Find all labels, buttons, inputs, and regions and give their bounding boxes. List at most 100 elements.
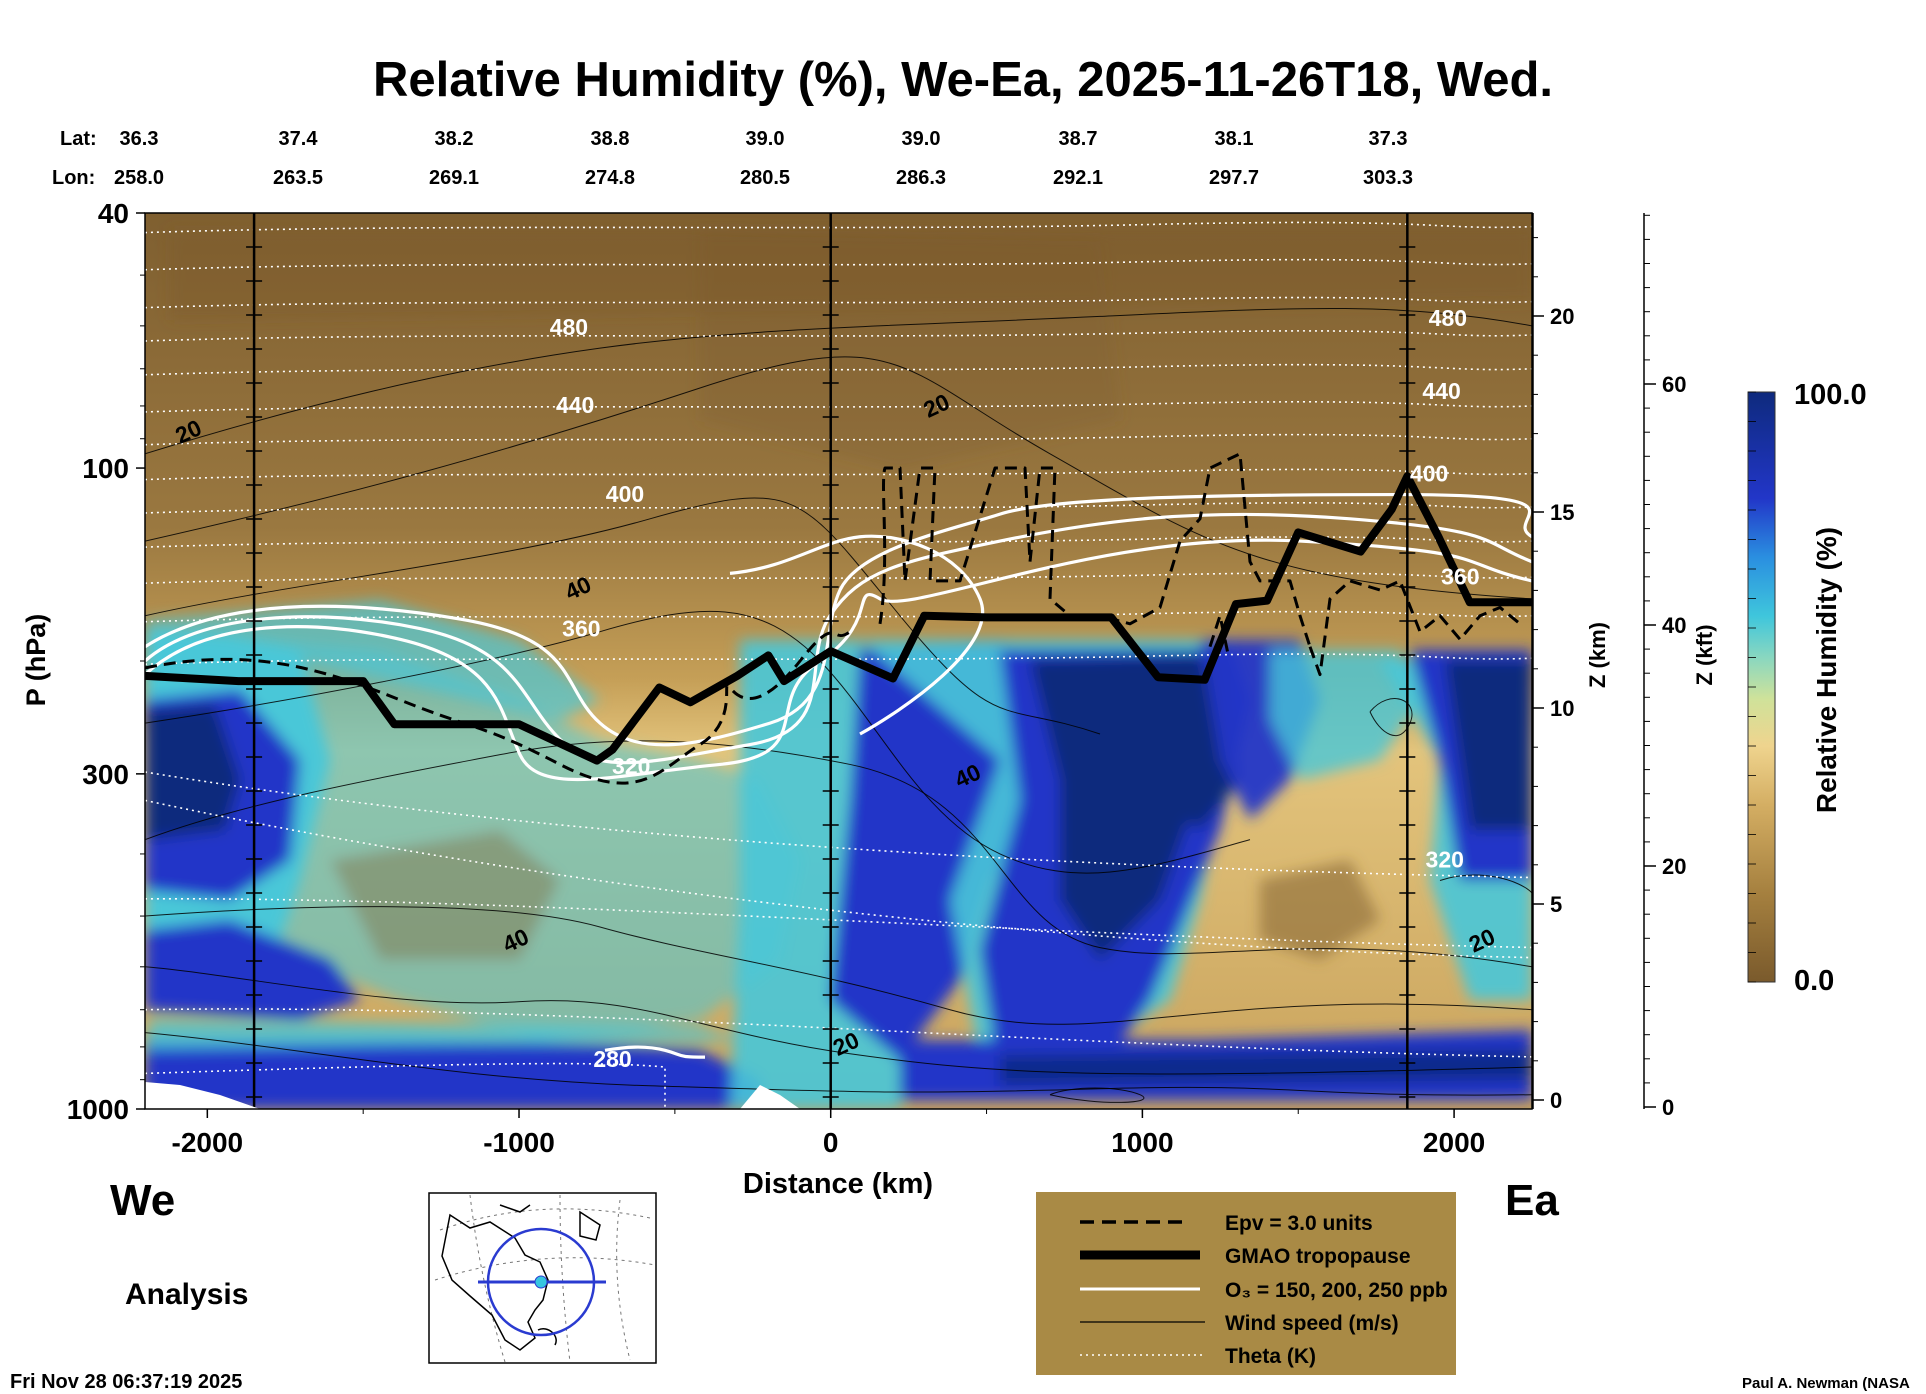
theta-label: 360: [1441, 564, 1479, 590]
y-axis-label: P (hPa): [21, 614, 51, 707]
z-kft-tick-label: 60: [1662, 372, 1686, 397]
legend-wind-label: Wind speed (m/s): [1225, 1312, 1399, 1335]
theta-contour: [145, 771, 1532, 879]
z-kft-tick-label: 40: [1662, 613, 1686, 638]
rh-dry-region: [700, 230, 1120, 470]
theta-contour: [145, 1008, 1532, 1058]
chart-title: Relative Humidity (%), We-Ea, 2025-11-26…: [373, 53, 1553, 107]
lat-value: 36.3: [120, 128, 159, 150]
legend-epv-label: Epv = 3.0 units: [1225, 1212, 1373, 1235]
rh-moist-region: [145, 1040, 760, 1109]
lat-value: 38.2: [435, 128, 474, 150]
theta-label: 480: [1429, 305, 1467, 331]
west-label: We: [110, 1176, 175, 1225]
wind-contour: [145, 497, 1101, 735]
rh-moist-region: [1000, 1050, 1532, 1085]
mode-label: Analysis: [125, 1278, 248, 1311]
x-tick-label: 0: [823, 1127, 839, 1158]
wind-contour: [145, 906, 1532, 1025]
x-tick-label: 1000: [1111, 1127, 1173, 1158]
lon-value: 269.1: [429, 167, 479, 189]
colorbar-label: Relative Humidity (%): [1811, 527, 1842, 813]
z-km-axis-label: Z (km): [1585, 622, 1610, 688]
lat-row-label: Lat:: [60, 128, 97, 150]
lon-row-label: Lon:: [52, 167, 95, 189]
theta-label: 480: [550, 314, 588, 340]
lon-value: 280.5: [740, 167, 790, 189]
terrain-mask: [145, 1082, 260, 1109]
ozone-contour: [145, 538, 1532, 782]
map-center-marker: [534, 1275, 548, 1289]
wind-contour: [145, 966, 1532, 1075]
rh-moist-region: [145, 705, 240, 840]
x-tick-label: 2000: [1423, 1127, 1485, 1158]
theta-label: 280: [593, 1046, 631, 1072]
z-km-tick-label: 5: [1550, 892, 1562, 917]
lon-value: 258.0: [114, 167, 164, 189]
lat-value: 39.0: [746, 128, 785, 150]
theta-label: 320: [1426, 847, 1464, 873]
wind-contour: [1049, 1087, 1145, 1103]
y-tick-label: 1000: [67, 1094, 129, 1125]
x-tick-label: -2000: [172, 1127, 244, 1158]
theta-label: 360: [562, 615, 600, 641]
lon-value: 303.3: [1363, 167, 1413, 189]
ozone-contour: [729, 534, 985, 736]
theta-label: 440: [556, 392, 594, 418]
tropopause-line: [145, 472, 1532, 765]
y-axis-pressure: 40 100 300 1000: [67, 198, 145, 1125]
epv-contour: [1208, 614, 1230, 655]
y-axis-z-kft: 0 20 40 60: [1643, 213, 1686, 1120]
z-kft-tick-label: 20: [1662, 854, 1686, 879]
theta-label: 400: [1410, 461, 1448, 487]
rh-dry-region: [330, 830, 560, 960]
theta-contours: [145, 221, 1532, 1109]
lat-lon-header: Lat: Lon: 36.3 37.4 38.2 38.8 39.0 39.0 38.7 38…: [52, 128, 1413, 189]
credit: Paul A. Newman (NASA: [1742, 1375, 1910, 1392]
y-axis-z-km: 0 5 10 15 20: [1532, 213, 1574, 1113]
epv-contour: [878, 452, 1312, 648]
lon-value: 274.8: [585, 167, 635, 189]
colorbar: 100.0 0.0 Relative Humidity (%): [1747, 379, 1867, 997]
x-axis-label: Distance (km): [743, 1168, 933, 1200]
lat-value: 39.0: [902, 128, 941, 150]
colorbar-ticks: [1748, 391, 1756, 983]
rh-moist-regions: [145, 230, 1532, 1109]
ozone-contour: [604, 1045, 706, 1059]
wind-contour: [145, 356, 1532, 600]
colorbar-max: 100.0: [1794, 379, 1867, 411]
rh-moist-region: [1120, 660, 1240, 830]
legend-ozone-label: O₃ = 150, 200, 250 ppb: [1225, 1279, 1448, 1302]
wind-contour: [145, 740, 1532, 968]
theta-label: 520: [874, 192, 912, 218]
colorbar-min: 0.0: [1794, 965, 1834, 997]
wind-contour: [145, 307, 1532, 455]
z-km-tick-label: 0: [1550, 1088, 1562, 1113]
lon-value: 263.5: [273, 167, 323, 189]
rh-moist-region: [145, 1020, 740, 1050]
legend: Epv = 3.0 units GMAO tropopause O₃ = 150…: [1036, 1192, 1456, 1375]
lat-value: 38.8: [591, 128, 630, 150]
legend-tropopause-label: GMAO tropopause: [1225, 1245, 1411, 1268]
y-tick-label: 300: [82, 759, 129, 790]
z-km-tick-label: 20: [1550, 304, 1574, 329]
x-tick-label: -1000: [483, 1127, 555, 1158]
lat-value: 38.7: [1059, 128, 1098, 150]
theta-contour: [145, 1062, 666, 1109]
wind-contour: [145, 1032, 1532, 1096]
z-km-tick-label: 15: [1550, 500, 1574, 525]
timestamp: Fri Nov 28 06:37:19 2025: [10, 1371, 242, 1393]
theta-contour: [145, 897, 1532, 949]
rh-dry-region: [1260, 860, 1380, 960]
z-kft-tick-label: 0: [1662, 1095, 1674, 1120]
rh-moist-region: [145, 920, 360, 1020]
theta-label: 440: [1422, 378, 1460, 404]
lon-value: 292.1: [1053, 167, 1103, 189]
y-tick-label: 40: [98, 198, 129, 229]
lon-value: 297.7: [1209, 167, 1259, 189]
ozone-contour: [145, 512, 1532, 765]
legend-theta-label: Theta (K): [1225, 1345, 1316, 1368]
z-kft-axis-label: Z (kft): [1692, 624, 1717, 685]
lat-value: 38.1: [1215, 128, 1254, 150]
